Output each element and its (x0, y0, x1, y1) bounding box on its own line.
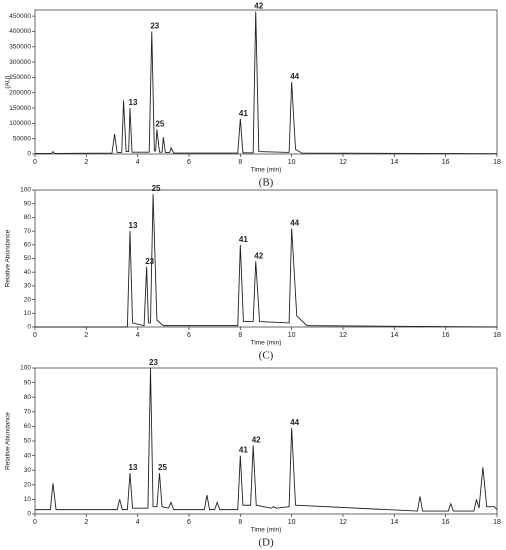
y-tick-label: 250000 (9, 74, 31, 81)
y-tick-label: 50 (24, 438, 32, 445)
peak-label: 13 (129, 463, 138, 472)
x-tick-label: 6 (187, 332, 191, 339)
y-axis-label: Relative Abundance (5, 229, 12, 287)
x-tick-label: 8 (238, 519, 242, 526)
panel-caption: (C) (259, 350, 274, 362)
y-tick-label: 50 (24, 255, 32, 262)
x-tick-label: 4 (136, 332, 140, 339)
x-tick-label: 6 (187, 159, 191, 166)
x-tick-label: 2 (84, 332, 88, 339)
y-tick-label: 80 (24, 214, 32, 221)
plot-frame (34, 9, 498, 155)
x-tick-label: 0 (33, 159, 37, 166)
peak-label: 23 (150, 22, 159, 31)
y-tick-label: 90 (24, 200, 32, 207)
x-tick-label: 8 (238, 332, 242, 339)
x-tick-label: 14 (390, 519, 398, 526)
y-tick-label: 20 (24, 296, 32, 303)
y-tick-label: 300000 (9, 59, 31, 66)
peak-label: 13 (129, 221, 138, 230)
peak-label: 42 (252, 435, 261, 444)
peak-label: 44 (290, 72, 299, 81)
peak-label: 44 (290, 418, 299, 427)
x-tick-label: 2 (84, 159, 88, 166)
y-tick-label: 10 (24, 496, 32, 503)
y-tick-label: 40 (24, 269, 32, 276)
y-tick-label: 0 (27, 511, 31, 518)
x-axis-label: Time (min) (251, 527, 282, 534)
y-tick-label: 10 (24, 310, 32, 317)
x-tick-label: 4 (136, 159, 140, 166)
y-tick-label: 350000 (9, 43, 31, 50)
x-tick-label: 14 (390, 332, 398, 339)
x-tick-label: 16 (442, 332, 450, 339)
peak-label: 42 (254, 251, 263, 260)
x-tick-label: 16 (442, 159, 450, 166)
peak-label: 23 (145, 257, 154, 266)
y-tick-label: 100 (20, 187, 31, 194)
y-tick-label: 0 (27, 324, 31, 331)
x-tick-label: 6 (187, 519, 191, 526)
x-tick-label: 18 (493, 519, 501, 526)
x-tick-label: 12 (339, 332, 347, 339)
plot-frame (34, 189, 498, 328)
y-axis-label: (AU) (5, 75, 12, 88)
y-tick-label: 40 (24, 452, 32, 459)
peak-label: 23 (149, 358, 158, 367)
peak-label: 13 (129, 98, 138, 107)
y-tick-label: 0 (27, 151, 31, 158)
x-tick-label: 0 (33, 519, 37, 526)
x-tick-label: 18 (493, 159, 501, 166)
y-tick-label: 50000 (13, 135, 31, 142)
y-tick-label: 30 (24, 467, 32, 474)
peak-label: 42 (254, 2, 263, 11)
chromatogram-trace (35, 194, 498, 328)
peak-label: 41 (239, 446, 248, 455)
y-tick-label: 80 (24, 394, 32, 401)
y-tick-label: 90 (24, 379, 32, 386)
peak-label: 44 (290, 218, 299, 227)
y-axis-label: Relative Abundance (5, 412, 12, 470)
y-tick-label: 100000 (9, 120, 31, 127)
x-tick-label: 10 (288, 332, 296, 339)
peak-label: 41 (239, 109, 248, 118)
y-tick-label: 200000 (9, 89, 31, 96)
x-tick-label: 10 (288, 159, 296, 166)
x-tick-label: 8 (238, 159, 242, 166)
y-tick-label: 70 (24, 409, 32, 416)
y-tick-label: 400000 (9, 28, 31, 35)
y-tick-label: 30 (24, 283, 32, 290)
x-tick-label: 10 (288, 519, 296, 526)
x-tick-label: 2 (84, 519, 88, 526)
x-tick-label: 16 (442, 519, 450, 526)
x-tick-label: 12 (339, 519, 347, 526)
panel-caption: (D) (258, 537, 274, 549)
peak-label: 41 (239, 235, 248, 244)
plot-frame (34, 367, 498, 515)
y-tick-label: 450000 (9, 13, 31, 20)
x-axis-label: Time (min) (251, 340, 282, 347)
y-tick-label: 150000 (9, 105, 31, 112)
peak-label: 25 (158, 463, 167, 472)
x-tick-label: 18 (493, 332, 501, 339)
x-axis-label: Time (min) (251, 167, 282, 174)
y-tick-label: 70 (24, 228, 32, 235)
y-tick-label: 60 (24, 242, 32, 249)
x-tick-label: 14 (390, 159, 398, 166)
y-tick-label: 60 (24, 423, 32, 430)
chromatogram-trace (35, 367, 498, 512)
panel-caption: (B) (259, 177, 274, 189)
x-tick-label: 12 (339, 159, 347, 166)
x-tick-label: 0 (33, 332, 37, 339)
peak-label: 25 (155, 120, 164, 129)
y-tick-label: 100 (20, 365, 31, 372)
peak-label: 25 (152, 184, 161, 193)
chromatogram-trace (35, 11, 498, 155)
x-tick-label: 4 (136, 519, 140, 526)
y-tick-label: 20 (24, 482, 32, 489)
